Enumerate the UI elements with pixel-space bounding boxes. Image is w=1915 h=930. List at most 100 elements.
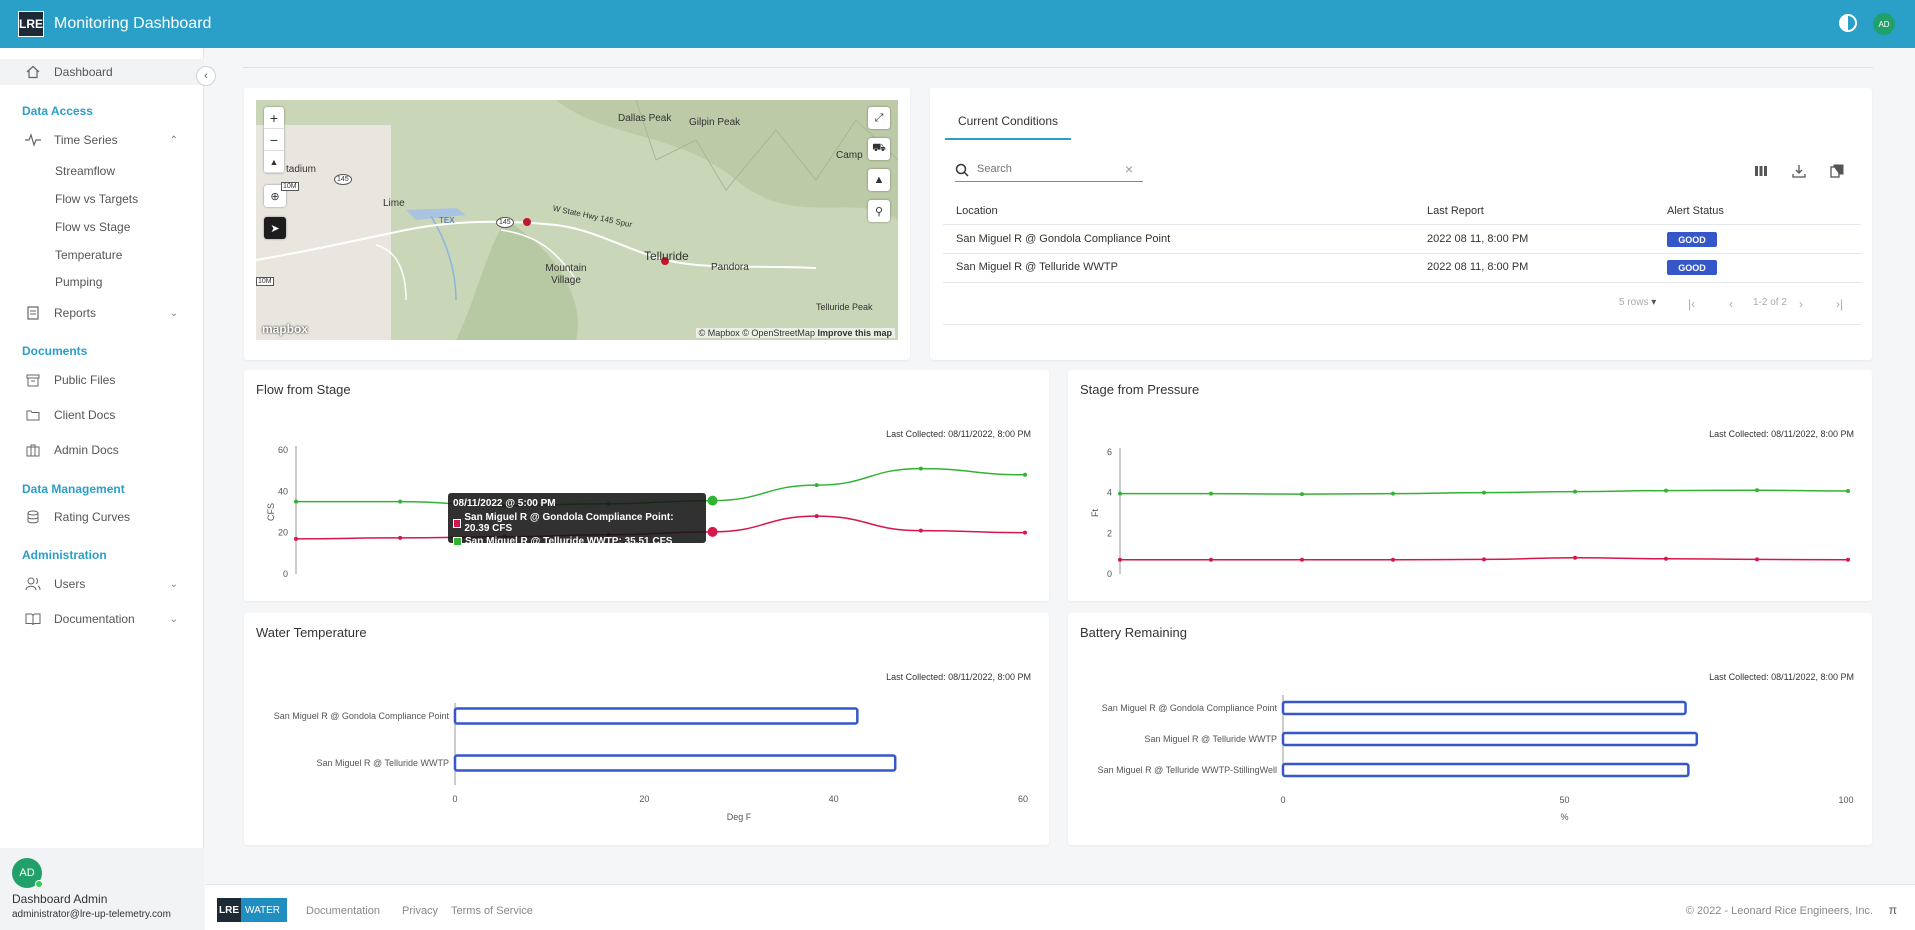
column-header-last-report[interactable]: Last Report [1427,205,1484,217]
column-header-alert-status[interactable]: Alert Status [1667,205,1724,217]
copy-button[interactable] [1828,162,1846,180]
sidebar-subitem-streamflow[interactable]: Streamflow [55,164,116,178]
previous-page-button[interactable]: ‹ [1729,297,1733,311]
sidebar-subitem-flow-vs-targets[interactable]: Flow vs Targets [55,192,139,206]
sidebar-item-dashboard[interactable]: Dashboard [0,59,204,85]
data-point [294,499,298,504]
tooltip-title: 08/11/2022 @ 5:00 PM [453,498,556,509]
stage-from-pressure-card: Stage from Pressure Last Collected: 08/1… [1068,370,1872,601]
sidebar-item-users[interactable]: Users ⌄ [0,571,204,597]
map-terrain [256,100,898,340]
chevron-down-icon: ⌄ [169,578,178,590]
top-bar: LRE Monitoring Dashboard AD [0,0,1915,48]
data-point [918,528,923,533]
next-page-button[interactable]: › [1799,297,1803,311]
map[interactable]: + − ▲ ⊕ ➤ ⤢ ⛟ ▲ ⚲ Dallas Peak Gilpin Pea… [256,100,898,340]
data-point [814,483,819,488]
theme-toggle-icon[interactable] [1839,14,1857,32]
download-button[interactable] [1790,162,1808,180]
data-point [1300,557,1304,562]
data-point [1846,489,1850,494]
sidebar-item-admin-docs[interactable]: Admin Docs [0,437,204,463]
tab-current-conditions[interactable]: Current Conditions [945,104,1071,140]
compass-north-button[interactable]: ▲ [264,151,284,173]
y-tick-label: 40 [278,486,288,496]
battery-remaining-chart[interactable]: 0 50 100% San Miguel R @ Gondola Compliance… [1068,613,1872,845]
last-page-button[interactable]: ›| [1836,297,1844,311]
footer-link-terms[interactable]: Terms of Service [451,905,533,917]
map-station-marker[interactable] [523,218,531,226]
data-point [1664,488,1668,493]
user-avatar[interactable]: AD [1873,13,1895,35]
last-collected-label: Last Collected: 08/11/2022, 8:00 PM [886,429,1031,439]
search-input[interactable] [977,163,1107,175]
section-data-access: Data Access [22,104,93,118]
map-station-marker[interactable] [661,257,669,265]
stage-from-pressure-chart[interactable]: 0 2 4 6 Ft [1068,370,1872,601]
data-point [398,535,403,540]
clear-search-icon[interactable]: × [1124,161,1133,177]
sidebar-subitem-pumping[interactable]: Pumping [55,275,103,289]
collapse-sidebar-button[interactable]: ‹ [196,66,216,86]
column-header-location[interactable]: Location [956,205,998,217]
sidebar-item-reports[interactable]: Reports ⌄ [0,300,204,326]
mapbox-logo[interactable]: mapbox [262,322,309,336]
pi-icon[interactable]: π [1888,903,1897,917]
expand-icon: ⤢ [874,111,884,124]
data-point [1209,491,1213,496]
footer-link-privacy[interactable]: Privacy [402,905,439,917]
tree-icon: ▲ [873,174,885,186]
zoom-out-button[interactable]: − [264,129,284,151]
attribution-text[interactable]: © Mapbox © OpenStreetMap [698,328,815,338]
current-user[interactable]: AD Dashboard Admin administrator@lre-up-… [0,848,204,930]
sidebar-item-public-files[interactable]: Public Files [0,367,204,393]
sidebar-subitem-temperature[interactable]: Temperature [55,248,123,262]
data-point [1300,492,1304,497]
category-label: San Miguel R @ Telluride WWTP [1144,734,1277,744]
first-page-button[interactable]: |‹ [1688,297,1696,311]
map-label-telluride-peak: Telluride Peak [816,302,873,312]
data-point [814,514,819,519]
geolocate-button[interactable]: ⊕ [264,185,286,207]
chart-title: Battery Remaining [1080,625,1187,640]
draw-tool-button[interactable]: ➤ [264,217,286,239]
flow-from-stage-chart[interactable]: 0 20 40 60 CFS [244,370,1049,601]
footer-link-documentation[interactable]: Documentation [306,905,380,917]
document-icon [25,305,41,321]
map-label-stadium: tadium [286,164,317,175]
water-temperature-card: Water Temperature Last Collected: 08/11/… [244,613,1049,845]
traffic-layer-button[interactable]: ⛟ [868,138,890,160]
folder-icon [25,407,41,423]
last-collected-label: Last Collected: 08/11/2022, 8:00 PM [1709,672,1854,682]
y-tick-label: 20 [278,528,288,538]
rows-per-page-value: 5 rows [1619,297,1649,308]
sidebar-item-client-docs[interactable]: Client Docs [0,402,204,428]
water-temperature-chart[interactable]: 0 20 40 60 Deg F San Miguel R @ Gondola Compl… [244,613,1049,845]
tooltip-line: San Miguel R @ Telluride WWTP: 35.51 CFS [465,536,673,547]
sidebar-item-rating-curves[interactable]: Rating Curves [0,504,204,530]
sidebar-item-time-series[interactable]: Time Series ⌃ [0,127,204,153]
bar [453,754,897,772]
rows-per-page-select[interactable]: 5 rows ▾ [1619,297,1656,308]
map-route-shield: 145 [334,174,352,185]
data-point [1391,557,1395,562]
category-label: San Miguel R @ Telluride WWTP [316,758,449,768]
footer-logo[interactable]: LRE WATER [217,898,287,922]
satellite-layer-button[interactable]: ⚲ [868,200,890,222]
fullscreen-button[interactable]: ⤢ [868,107,890,129]
columns-button[interactable] [1752,162,1770,180]
y-tick-label: 0 [283,569,288,579]
tooltip-line: San Miguel R @ Gondola Compliance Point:… [464,512,674,534]
data-point [1573,489,1577,494]
lre-logo[interactable]: LRE [18,11,44,37]
improve-map-link[interactable]: Improve this map [817,328,892,338]
data-point [1023,472,1027,477]
sidebar-subitem-flow-vs-stage[interactable]: Flow vs Stage [55,220,131,234]
sidebar-item-documentation[interactable]: Documentation ⌄ [0,606,204,632]
chevron-down-icon: ⌄ [169,613,178,625]
search-icon [955,163,969,177]
terrain-layer-button[interactable]: ▲ [868,169,890,191]
columns-icon [1755,166,1767,176]
zoom-in-button[interactable]: + [264,107,284,129]
caret-down-icon: ▾ [1651,297,1657,308]
